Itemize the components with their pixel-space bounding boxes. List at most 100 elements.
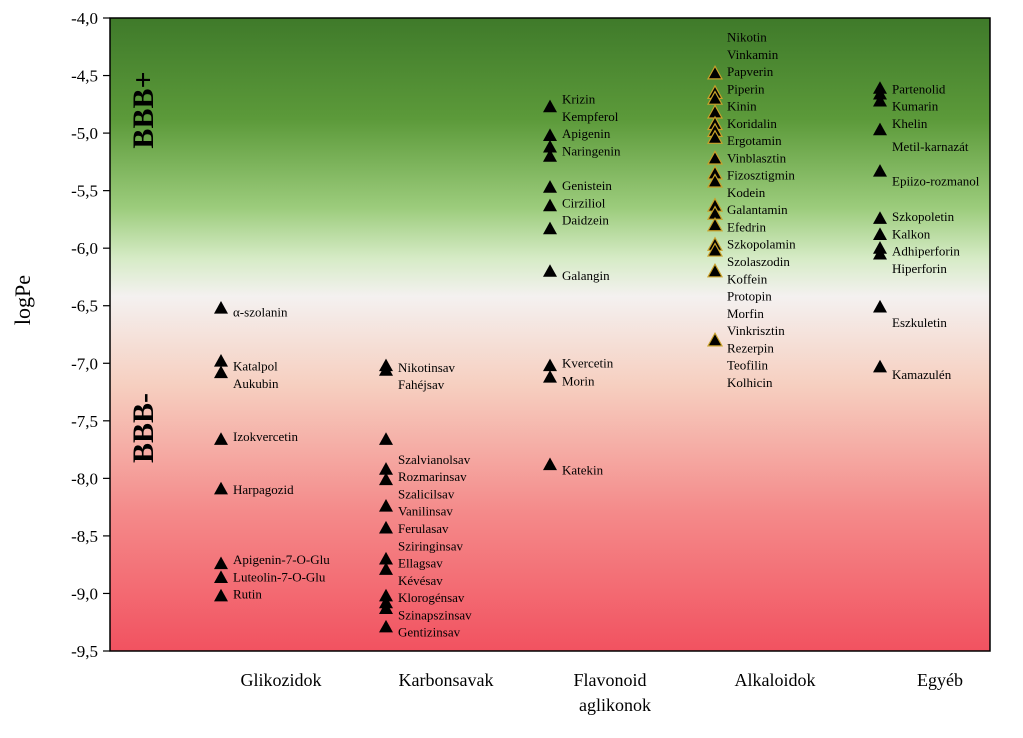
data-point-marker xyxy=(873,86,887,100)
category-label: aglikonok xyxy=(579,695,651,715)
data-point-label: Nikotinsav xyxy=(398,360,456,375)
data-point-marker xyxy=(543,221,557,235)
y-tick-label: -8,0 xyxy=(71,469,98,488)
data-point-marker xyxy=(543,370,557,383)
data-point-label: Cirziliol xyxy=(562,195,606,210)
data-point-label: α-szolanin xyxy=(233,305,288,320)
data-point-label: Szalvianolsav xyxy=(398,452,471,467)
data-point-marker xyxy=(543,264,557,277)
category-label: Egyéb xyxy=(917,670,963,690)
data-point-label: Apigenin xyxy=(562,126,611,141)
data-point-label: Kumarin xyxy=(892,99,939,114)
y-tick-label: -8,5 xyxy=(71,527,98,546)
data-point-marker xyxy=(543,198,557,212)
data-point-label: Fizosztigmin xyxy=(727,168,795,183)
data-point-label: Metil-karnazát xyxy=(892,139,969,154)
y-tick-label: -4,0 xyxy=(71,9,98,28)
data-point-marker xyxy=(873,93,887,107)
data-point-marker xyxy=(873,122,887,136)
data-point-label: Ferulasav xyxy=(398,521,449,536)
plot-frame xyxy=(109,17,991,652)
data-point-label: Khelin xyxy=(892,116,928,131)
data-point-marker xyxy=(543,128,557,141)
data-point-label: Szalicilsav xyxy=(398,486,455,501)
data-point-marker xyxy=(214,365,228,379)
y-tick-label: -4,5 xyxy=(71,67,98,86)
data-point-marker xyxy=(873,227,887,240)
data-point-marker xyxy=(379,562,393,575)
y-tick-label: -6,5 xyxy=(71,297,98,316)
y-tick-label: -5,5 xyxy=(71,182,98,201)
point-labels: α-szolanin Katalpol Aukubin Izokvercetin Har… xyxy=(233,30,980,640)
data-point-label: Apigenin-7-O-Glu xyxy=(233,552,330,567)
data-point-label: Fahéjsav xyxy=(398,377,445,392)
data-point-marker xyxy=(214,481,228,495)
data-point-label: Kempferol xyxy=(562,109,619,124)
data-point-label: Luteolin-7-O-Glu xyxy=(233,569,326,584)
data-point-marker xyxy=(543,139,557,153)
data-point-marker xyxy=(379,363,393,376)
data-point-label: Galantamin xyxy=(727,202,788,217)
data-point-label: Hiperforin xyxy=(892,261,947,276)
data-point-label: Vinkrisztin xyxy=(727,323,785,338)
data-point-label: Szkopolamin xyxy=(727,237,796,252)
data-point-marker xyxy=(706,216,724,232)
data-point-marker xyxy=(706,65,724,80)
data-point-label: Nikotin xyxy=(727,30,767,45)
data-point-marker xyxy=(873,211,887,224)
category-labels: Glikozidok Karbonsavak Flavonoid aglikonok A… xyxy=(241,670,963,715)
data-point-label: Kodein xyxy=(727,185,766,200)
data-point-marker xyxy=(214,588,228,602)
data-point-label: Kinin xyxy=(727,99,757,114)
data-point-label: Katalpol xyxy=(233,359,278,374)
data-point-marker xyxy=(214,353,228,367)
data-point-marker xyxy=(543,358,557,372)
data-point-marker xyxy=(214,556,228,570)
data-point-label: Szolaszodin xyxy=(727,254,790,269)
data-point-label: Sziringinsav xyxy=(398,538,463,553)
data-point-label: Vinblasztin xyxy=(727,150,787,165)
plot-background xyxy=(110,18,990,651)
y-tick-label: -7,5 xyxy=(71,412,98,431)
data-point-label: Adhiperforin xyxy=(892,244,960,259)
data-point-label: Epiizo-rozmanol xyxy=(892,173,980,188)
y-tick-label: -9,5 xyxy=(71,642,98,661)
band-label-bbb-plus: BBB+ xyxy=(127,71,160,148)
data-point-label: Ergotamin xyxy=(727,133,782,148)
band-label-bbb-minus: BBB- xyxy=(127,393,160,463)
data-point-label: Krizin xyxy=(562,92,596,107)
data-point-marker xyxy=(543,149,557,162)
data-point-label: Harpagozid xyxy=(233,482,294,497)
data-point-marker xyxy=(543,180,557,193)
data-point-marker xyxy=(873,164,887,177)
data-point-label: Protopin xyxy=(727,289,772,304)
data-point-marker xyxy=(379,588,393,602)
data-point-label: Naringenin xyxy=(562,144,621,159)
data-point-label: Szinapszinsav xyxy=(398,607,472,622)
data-point-marker xyxy=(214,301,228,314)
data-point-label: Ellagsav xyxy=(398,556,443,571)
data-point-marker xyxy=(706,173,724,188)
data-point-marker xyxy=(706,262,724,278)
data-point-label: Piperin xyxy=(727,81,765,96)
data-point-label: Vanilinsav xyxy=(398,504,453,519)
data-point-label: Daidzein xyxy=(562,213,609,228)
y-tick-label: -6,0 xyxy=(71,239,98,258)
data-point-label: Papverin xyxy=(727,64,774,79)
data-point-label: Rozmarinsav xyxy=(398,469,467,484)
data-point-label: Gentizinsav xyxy=(398,625,461,640)
data-point-marker xyxy=(379,520,393,534)
category-label: Flavonoid xyxy=(573,670,646,690)
category-label: Glikozidok xyxy=(241,670,322,690)
data-point-label: Eszkuletin xyxy=(892,315,947,330)
data-point-marker xyxy=(379,432,393,445)
data-point-marker xyxy=(706,129,724,144)
data-point-marker xyxy=(379,551,393,565)
data-point-marker xyxy=(873,246,887,260)
data-point-label: Koridalin xyxy=(727,116,777,131)
y-tick-label: -9,0 xyxy=(71,584,98,603)
data-point-marker xyxy=(706,150,724,165)
data-point-label: Katekin xyxy=(562,462,604,477)
data-point-label: Genistein xyxy=(562,178,612,193)
